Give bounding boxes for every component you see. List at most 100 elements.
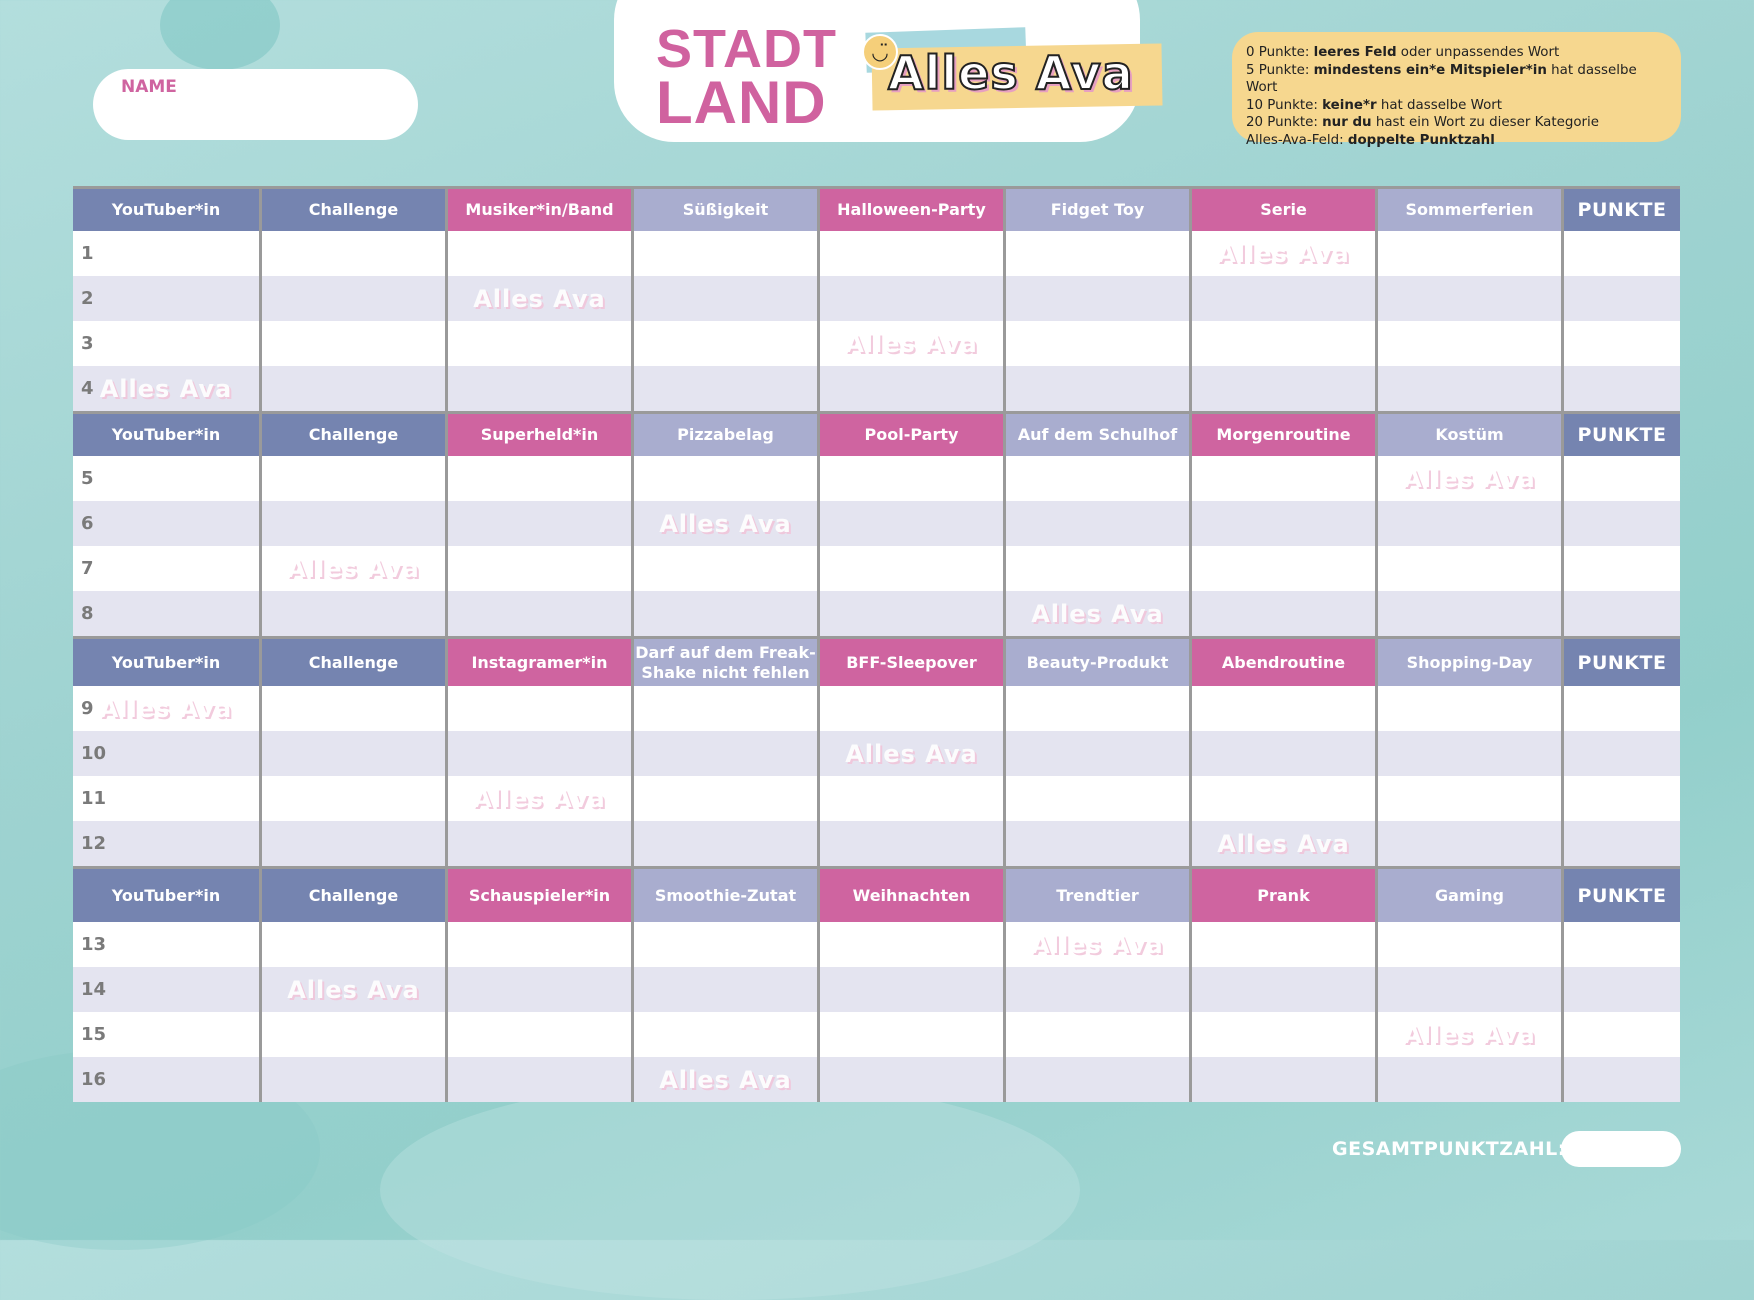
answer-cell[interactable]	[817, 501, 1003, 546]
answer-cell[interactable]	[631, 591, 817, 636]
points-cell[interactable]	[1561, 821, 1680, 866]
points-cell[interactable]	[1561, 686, 1680, 731]
answer-cell[interactable]	[259, 1057, 445, 1102]
answer-cell[interactable]	[631, 922, 817, 967]
answer-cell[interactable]: Alles Ava	[1375, 1012, 1561, 1057]
answer-cell[interactable]	[631, 276, 817, 321]
answer-cell[interactable]: Alles Ava	[817, 731, 1003, 776]
answer-cell[interactable]	[1375, 967, 1561, 1012]
answer-cell[interactable]	[259, 501, 445, 546]
answer-cell[interactable]	[1375, 776, 1561, 821]
answer-cell[interactable]	[1003, 776, 1189, 821]
answer-cell[interactable]	[1003, 456, 1189, 501]
total-score-field[interactable]	[1561, 1131, 1681, 1167]
answer-cell[interactable]	[631, 1012, 817, 1057]
answer-cell[interactable]	[1189, 546, 1375, 591]
answer-cell[interactable]: 6	[73, 501, 259, 546]
answer-cell[interactable]	[1189, 501, 1375, 546]
answer-cell[interactable]	[1189, 686, 1375, 731]
answer-cell[interactable]	[259, 922, 445, 967]
answer-cell[interactable]	[1003, 731, 1189, 776]
answer-cell[interactable]	[1189, 366, 1375, 411]
answer-cell[interactable]	[1003, 821, 1189, 866]
answer-cell[interactable]	[1189, 276, 1375, 321]
answer-cell[interactable]	[1375, 1057, 1561, 1102]
answer-cell[interactable]: 13	[73, 922, 259, 967]
answer-cell[interactable]	[817, 821, 1003, 866]
answer-cell[interactable]	[445, 821, 631, 866]
answer-cell[interactable]	[259, 686, 445, 731]
answer-cell[interactable]: Alles Ava	[1375, 456, 1561, 501]
answer-cell[interactable]	[1003, 501, 1189, 546]
points-cell[interactable]	[1561, 1012, 1680, 1057]
points-cell[interactable]	[1561, 276, 1680, 321]
answer-cell[interactable]	[1003, 686, 1189, 731]
answer-cell[interactable]	[259, 366, 445, 411]
answer-cell[interactable]	[1003, 967, 1189, 1012]
answer-cell[interactable]	[445, 456, 631, 501]
points-cell[interactable]	[1561, 231, 1680, 276]
answer-cell[interactable]	[259, 1012, 445, 1057]
answer-cell[interactable]	[817, 1057, 1003, 1102]
answer-cell[interactable]	[631, 231, 817, 276]
answer-cell[interactable]	[631, 321, 817, 366]
answer-cell[interactable]	[817, 591, 1003, 636]
answer-cell[interactable]	[1003, 1057, 1189, 1102]
points-cell[interactable]	[1561, 1057, 1680, 1102]
answer-cell[interactable]	[1003, 1012, 1189, 1057]
answer-cell[interactable]	[1003, 321, 1189, 366]
answer-cell[interactable]: 15	[73, 1012, 259, 1057]
answer-cell[interactable]: 9 Alles Ava	[73, 686, 259, 731]
name-field[interactable]: NAME	[93, 69, 418, 140]
answer-cell[interactable]	[445, 686, 631, 731]
answer-cell[interactable]	[1189, 321, 1375, 366]
answer-cell[interactable]	[1375, 731, 1561, 776]
answer-cell[interactable]	[817, 776, 1003, 821]
answer-cell[interactable]: 1	[73, 231, 259, 276]
answer-cell[interactable]	[1375, 501, 1561, 546]
answer-cell[interactable]: 14	[73, 967, 259, 1012]
answer-cell[interactable]	[817, 546, 1003, 591]
points-cell[interactable]	[1561, 456, 1680, 501]
answer-cell[interactable]	[817, 1012, 1003, 1057]
answer-cell[interactable]	[1003, 546, 1189, 591]
points-cell[interactable]	[1561, 321, 1680, 366]
answer-cell[interactable]	[631, 967, 817, 1012]
answer-cell[interactable]	[445, 731, 631, 776]
answer-cell[interactable]: Alles Ava	[445, 776, 631, 821]
answer-cell[interactable]	[259, 456, 445, 501]
answer-cell[interactable]	[1003, 366, 1189, 411]
answer-cell[interactable]	[445, 501, 631, 546]
answer-cell[interactable]	[631, 776, 817, 821]
answer-cell[interactable]	[1375, 366, 1561, 411]
answer-cell[interactable]	[259, 231, 445, 276]
answer-cell[interactable]: 8	[73, 591, 259, 636]
points-cell[interactable]	[1561, 922, 1680, 967]
answer-cell[interactable]	[817, 456, 1003, 501]
answer-cell[interactable]	[445, 231, 631, 276]
answer-cell[interactable]	[631, 366, 817, 411]
answer-cell[interactable]: Alles Ava	[1189, 231, 1375, 276]
answer-cell[interactable]	[1189, 967, 1375, 1012]
answer-cell[interactable]	[1375, 922, 1561, 967]
answer-cell[interactable]: Alles Ava	[1003, 922, 1189, 967]
answer-cell[interactable]	[1189, 731, 1375, 776]
points-cell[interactable]	[1561, 366, 1680, 411]
answer-cell[interactable]	[817, 276, 1003, 321]
answer-cell[interactable]	[1375, 546, 1561, 591]
answer-cell[interactable]	[445, 591, 631, 636]
answer-cell[interactable]	[1375, 591, 1561, 636]
answer-cell[interactable]: 7	[73, 546, 259, 591]
answer-cell[interactable]: Alles Ava	[817, 321, 1003, 366]
answer-cell[interactable]: 16	[73, 1057, 259, 1102]
answer-cell[interactable]	[445, 366, 631, 411]
answer-cell[interactable]	[631, 456, 817, 501]
answer-cell[interactable]	[631, 686, 817, 731]
answer-cell[interactable]	[259, 776, 445, 821]
points-cell[interactable]	[1561, 546, 1680, 591]
answer-cell[interactable]	[1189, 1057, 1375, 1102]
answer-cell[interactable]	[259, 591, 445, 636]
answer-cell[interactable]	[445, 1012, 631, 1057]
answer-cell[interactable]: 10	[73, 731, 259, 776]
answer-cell[interactable]	[1003, 231, 1189, 276]
